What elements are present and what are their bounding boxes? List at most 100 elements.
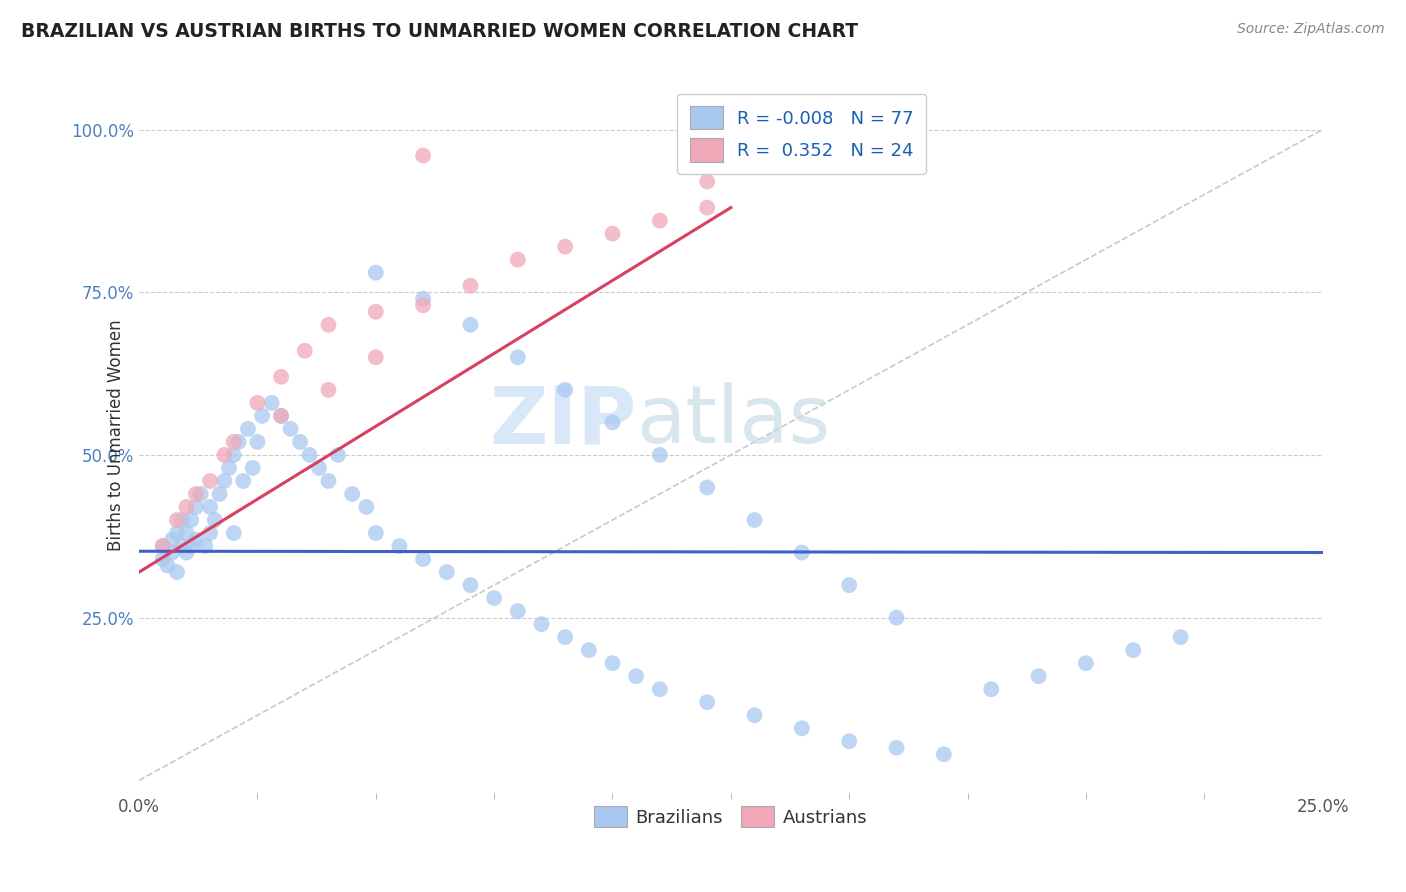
Point	[932, 747, 955, 762]
Point	[506, 604, 529, 618]
Point	[190, 487, 212, 501]
Point	[482, 591, 505, 606]
Point	[318, 318, 340, 332]
Point	[1074, 656, 1097, 670]
Point	[696, 695, 718, 709]
Point	[506, 351, 529, 365]
Point	[696, 175, 718, 189]
Point	[364, 526, 387, 541]
Point	[388, 539, 411, 553]
Point	[530, 617, 553, 632]
Point	[412, 148, 434, 162]
Point	[790, 545, 813, 559]
Point	[246, 434, 269, 449]
Point	[326, 448, 349, 462]
Point	[602, 416, 624, 430]
Point	[198, 526, 221, 541]
Point	[232, 474, 254, 488]
Legend: Brazilians, Austrians: Brazilians, Austrians	[586, 799, 875, 834]
Point	[436, 565, 458, 579]
Text: ZIP: ZIP	[489, 382, 636, 460]
Text: Source: ZipAtlas.com: Source: ZipAtlas.com	[1237, 22, 1385, 37]
Point	[318, 383, 340, 397]
Point	[1170, 630, 1192, 644]
Point	[176, 545, 198, 559]
Point	[166, 565, 188, 579]
Point	[222, 434, 245, 449]
Point	[602, 656, 624, 670]
Point	[696, 480, 718, 494]
Point	[222, 526, 245, 541]
Point	[176, 500, 198, 514]
Point	[696, 201, 718, 215]
Point	[260, 396, 283, 410]
Point	[340, 487, 363, 501]
Point	[222, 448, 245, 462]
Point	[886, 610, 908, 624]
Point	[152, 539, 174, 553]
Point	[554, 383, 576, 397]
Point	[838, 734, 860, 748]
Point	[214, 448, 236, 462]
Point	[180, 513, 202, 527]
Point	[1122, 643, 1144, 657]
Point	[218, 461, 240, 475]
Text: BRAZILIAN VS AUSTRIAN BIRTHS TO UNMARRIED WOMEN CORRELATION CHART: BRAZILIAN VS AUSTRIAN BIRTHS TO UNMARRIE…	[21, 22, 858, 41]
Point	[288, 434, 311, 449]
Point	[648, 682, 671, 697]
Point	[744, 708, 766, 723]
Point	[460, 578, 482, 592]
Point	[156, 558, 179, 573]
Point	[170, 513, 193, 527]
Point	[460, 318, 482, 332]
Point	[578, 643, 600, 657]
Point	[152, 539, 174, 553]
Point	[460, 278, 482, 293]
Point	[246, 396, 269, 410]
Point	[648, 213, 671, 227]
Point	[980, 682, 1002, 697]
Point	[152, 552, 174, 566]
Point	[270, 409, 292, 423]
Point	[648, 448, 671, 462]
Point	[412, 298, 434, 312]
Point	[236, 422, 259, 436]
Point	[228, 434, 250, 449]
Point	[184, 487, 207, 501]
Point	[162, 545, 184, 559]
Text: atlas: atlas	[636, 382, 831, 460]
Point	[602, 227, 624, 241]
Point	[170, 539, 193, 553]
Point	[242, 461, 264, 475]
Point	[204, 513, 226, 527]
Point	[412, 292, 434, 306]
Point	[162, 533, 184, 547]
Point	[198, 500, 221, 514]
Point	[554, 630, 576, 644]
Point	[1028, 669, 1050, 683]
Point	[412, 552, 434, 566]
Point	[184, 533, 207, 547]
Point	[308, 461, 330, 475]
Point	[364, 266, 387, 280]
Point	[166, 526, 188, 541]
Point	[554, 240, 576, 254]
Y-axis label: Births to Unmarried Women: Births to Unmarried Women	[107, 319, 125, 551]
Point	[356, 500, 378, 514]
Point	[270, 409, 292, 423]
Point	[506, 252, 529, 267]
Point	[838, 578, 860, 592]
Point	[214, 474, 236, 488]
Point	[364, 351, 387, 365]
Point	[176, 526, 198, 541]
Point	[364, 304, 387, 318]
Point	[294, 343, 316, 358]
Point	[744, 513, 766, 527]
Point	[790, 721, 813, 735]
Point	[180, 539, 202, 553]
Point	[318, 474, 340, 488]
Point	[270, 369, 292, 384]
Point	[166, 513, 188, 527]
Point	[624, 669, 647, 683]
Point	[250, 409, 273, 423]
